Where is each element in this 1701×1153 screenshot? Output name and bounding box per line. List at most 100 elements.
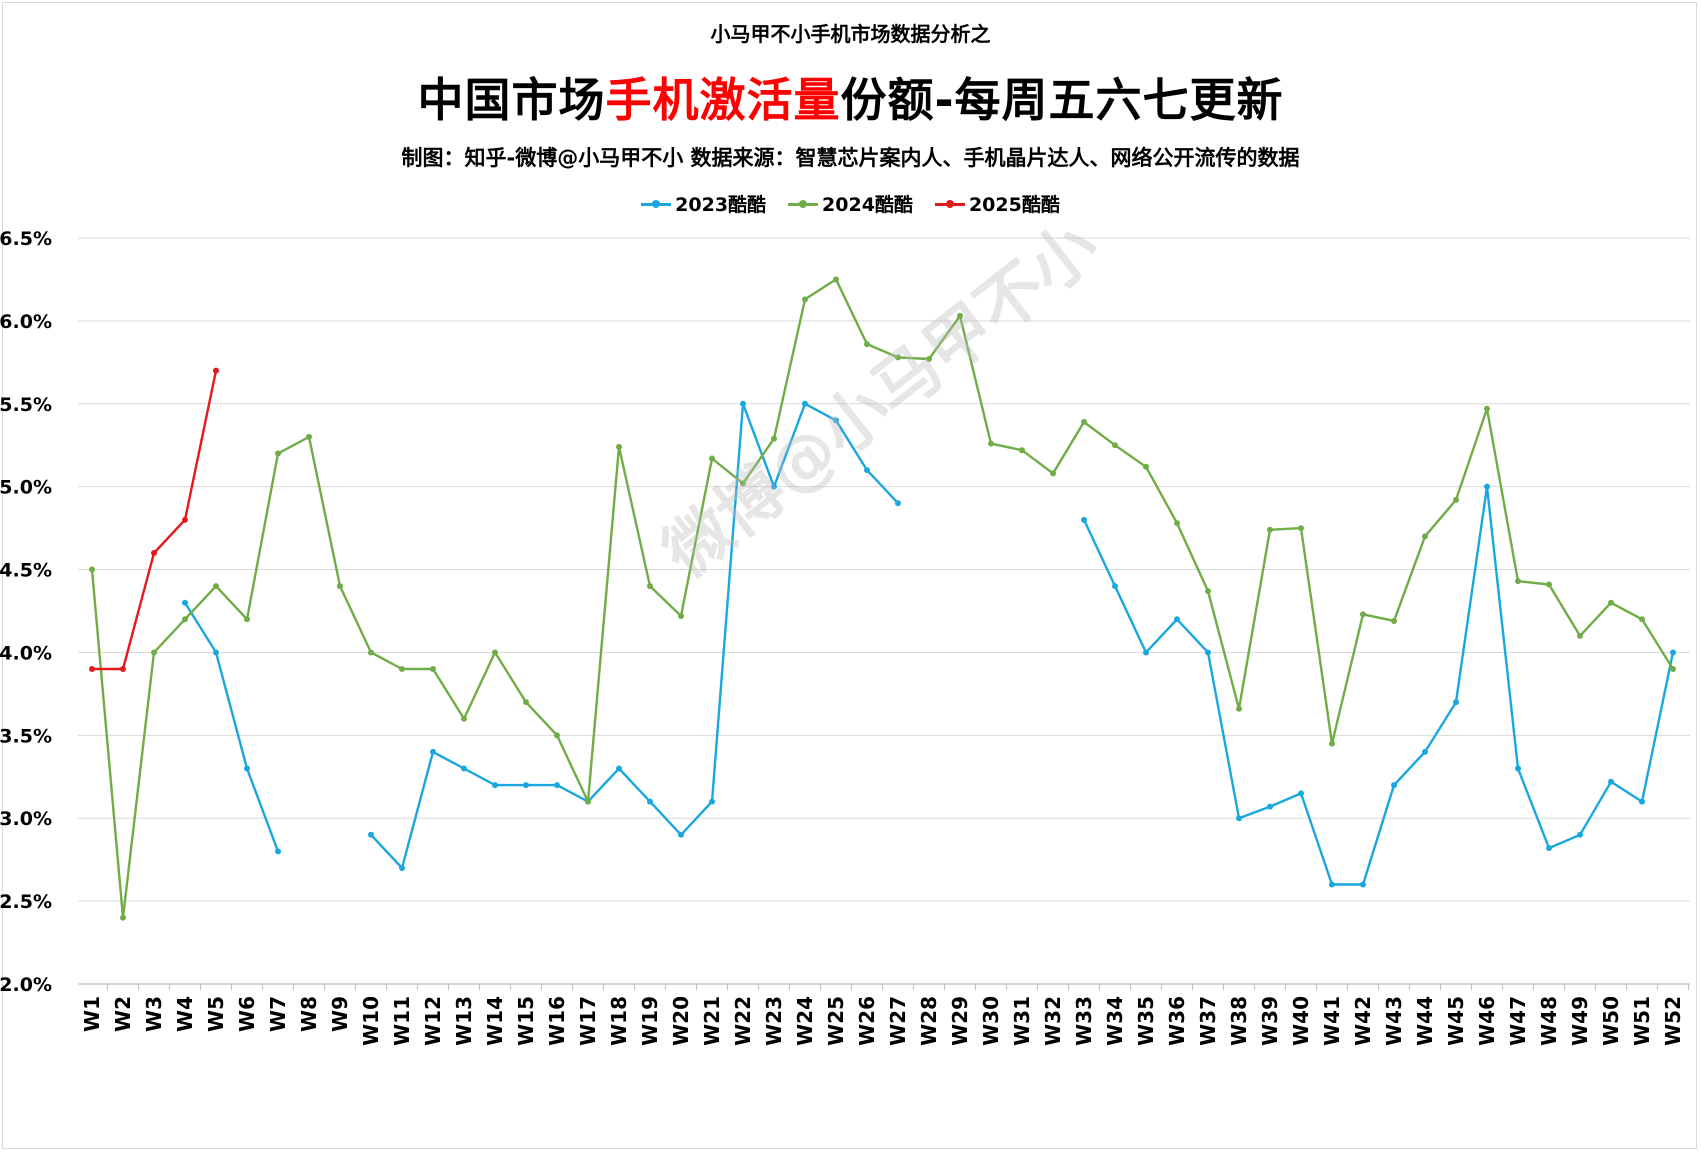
data-point-1	[833, 276, 839, 283]
data-point-2	[89, 666, 95, 673]
data-point-1	[1639, 616, 1645, 623]
series-line-0	[370, 402, 899, 870]
data-point-0	[275, 848, 281, 855]
legend-swatch-2024	[788, 197, 819, 211]
series-line-0	[1082, 485, 1675, 886]
data-point-0	[771, 483, 777, 490]
y-tick-label: 6.0%	[0, 311, 52, 333]
x-tick-label: W50	[1599, 996, 1623, 1046]
title-part-3: 份额-每周五六七更新	[840, 73, 1284, 127]
x-tick-label: W36	[1165, 996, 1189, 1046]
y-tick-label: 6.5%	[0, 228, 52, 250]
x-tick-label: W14	[483, 996, 507, 1046]
data-point-2	[151, 549, 157, 556]
x-tick-label: W10	[359, 996, 383, 1046]
x-tick-label: W42	[1351, 996, 1375, 1046]
data-point-0	[833, 417, 839, 424]
data-point-0	[1174, 616, 1180, 623]
data-point-0	[213, 649, 219, 656]
data-point-1	[585, 798, 591, 805]
data-point-1	[1546, 581, 1552, 588]
data-point-1	[864, 341, 870, 348]
data-point-0	[1267, 803, 1273, 810]
data-point-1	[399, 666, 405, 673]
chart-subtitle: 制图：知乎-微博@小马甲不小 数据来源：智慧芯片案内人、手机晶片达人、网络公开流…	[401, 146, 1300, 170]
x-tick-label: W41	[1320, 996, 1344, 1046]
data-point-0	[1484, 483, 1490, 490]
chart-legend: 2023酷酷 2024酷酷 2025酷酷	[0, 190, 1701, 217]
data-point-1	[523, 699, 529, 706]
x-tick-label: W27	[886, 996, 910, 1046]
data-point-1	[1174, 520, 1180, 527]
data-point-0	[461, 765, 467, 772]
x-tick-label: W44	[1413, 996, 1437, 1046]
data-point-0	[1143, 649, 1149, 656]
data-point-0	[616, 765, 622, 772]
legend-swatch-2023	[641, 197, 672, 211]
x-tick-label: W6	[235, 996, 259, 1032]
x-tick-label: W33	[1072, 996, 1096, 1046]
x-tick-label: W7	[266, 996, 290, 1032]
data-point-0	[554, 782, 560, 789]
data-point-1	[926, 356, 932, 363]
x-tick-label: W46	[1475, 996, 1499, 1046]
x-tick-label: W1	[80, 996, 104, 1032]
x-tick-label: W37	[1196, 996, 1220, 1046]
chart-title: 中国市场手机激活量份额-每周五六七更新	[0, 64, 1701, 130]
y-tick-label: 5.0%	[0, 477, 52, 499]
data-point-0	[1422, 748, 1428, 755]
data-point-0	[1205, 649, 1211, 656]
x-tick-label: W48	[1537, 996, 1561, 1046]
series-line-1	[90, 278, 1675, 919]
data-point-0	[1112, 583, 1118, 590]
y-tick-label: 5.5%	[0, 394, 52, 416]
legend-item-2023: 2023酷酷	[641, 190, 766, 217]
data-point-1	[306, 433, 312, 440]
data-point-0	[1670, 649, 1676, 656]
data-point-1	[1670, 666, 1676, 673]
data-point-1	[802, 296, 808, 303]
data-point-1	[337, 583, 343, 590]
x-tick-label: W35	[1134, 996, 1158, 1046]
data-point-0	[864, 467, 870, 474]
x-tick-label: W28	[917, 996, 941, 1046]
data-point-1	[771, 435, 777, 442]
x-tick-label: W25	[824, 996, 848, 1046]
y-tick-label: 2.5%	[0, 891, 52, 913]
data-point-1	[616, 443, 622, 450]
x-tick-label: W3	[142, 996, 166, 1032]
x-tick-label: W12	[421, 996, 445, 1046]
x-tick-label: W45	[1444, 996, 1468, 1046]
x-tick-label: W17	[576, 996, 600, 1046]
data-point-1	[1143, 463, 1149, 470]
x-tick-label: W47	[1506, 996, 1530, 1046]
x-tick-label: W31	[1010, 996, 1034, 1046]
data-point-0	[802, 400, 808, 407]
title-part-1: 中国市场	[417, 73, 606, 127]
data-point-1	[244, 616, 250, 623]
data-point-0	[1546, 845, 1552, 852]
data-point-1	[1236, 705, 1242, 712]
x-tick-label: W52	[1661, 996, 1685, 1046]
x-tick-label: W34	[1103, 996, 1127, 1046]
x-tick-label: W30	[979, 996, 1003, 1046]
x-tick-label: W4	[173, 996, 197, 1032]
y-tick-label: 4.0%	[0, 642, 52, 664]
x-tick-label: W38	[1227, 996, 1251, 1046]
x-tick-label: W39	[1258, 996, 1282, 1046]
data-point-0	[678, 831, 684, 838]
data-point-1	[1577, 632, 1583, 639]
data-point-1	[151, 649, 157, 656]
data-point-1	[1298, 525, 1304, 532]
data-point-1	[647, 583, 653, 590]
y-tick-label: 4.5%	[0, 560, 52, 582]
x-tick-label: W23	[762, 996, 786, 1046]
y-tick-label: 3.0%	[0, 808, 52, 830]
data-point-1	[275, 450, 281, 457]
data-point-2	[182, 516, 188, 523]
legend-swatch-2025	[934, 197, 965, 211]
data-point-1	[1112, 442, 1118, 449]
data-point-0	[895, 500, 901, 507]
data-point-1	[1205, 588, 1211, 595]
